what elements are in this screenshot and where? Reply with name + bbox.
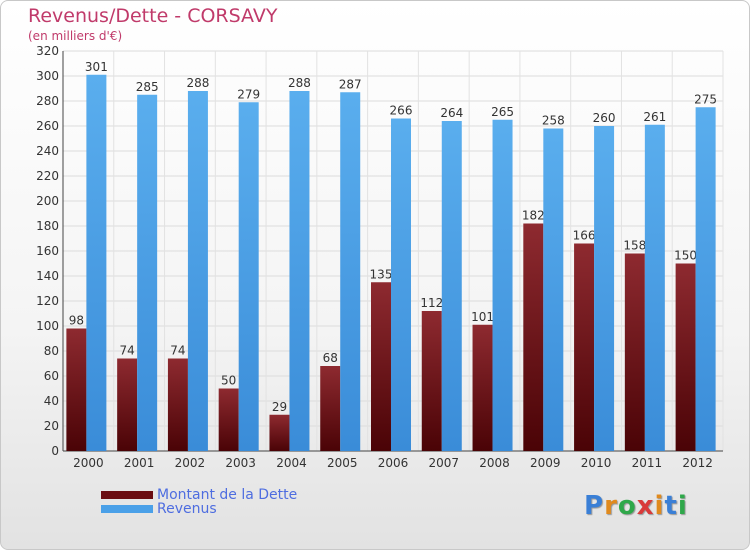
- data-label-dette: 135: [370, 267, 393, 281]
- bar-dette: [371, 282, 391, 451]
- data-label-revenus: 287: [339, 77, 362, 91]
- bar-revenus: [86, 74, 107, 451]
- y-tick-label: 80: [44, 344, 59, 358]
- data-label-revenus: 288: [288, 76, 311, 90]
- x-tick-label: 2007: [428, 456, 459, 470]
- data-label-dette: 150: [674, 249, 697, 263]
- proxiti-logo: Proxiti: [584, 491, 688, 521]
- x-tick-label: 2001: [124, 456, 155, 470]
- y-tick-label: 60: [44, 369, 59, 383]
- chart-title: Revenus/Dette - CORSAVY: [28, 5, 278, 27]
- y-tick-label: 240: [36, 144, 59, 158]
- data-label-dette: 98: [69, 314, 84, 328]
- bar-dette: [472, 324, 493, 451]
- data-label-dette: 101: [471, 310, 494, 324]
- chart-subtitle: (en milliers d'€): [28, 29, 123, 43]
- data-label-revenus: 264: [440, 106, 463, 120]
- bar-revenus: [492, 119, 513, 451]
- data-label-dette: 50: [221, 374, 236, 388]
- data-label-revenus: 266: [390, 104, 413, 118]
- data-label-dette: 158: [623, 239, 646, 253]
- y-tick-label: 0: [51, 444, 59, 458]
- bar-revenus: [695, 107, 716, 451]
- bar-dette: [66, 328, 87, 451]
- y-tick-label: 20: [44, 419, 59, 433]
- x-tick-label: 2002: [175, 456, 206, 470]
- bar-dette: [117, 358, 138, 451]
- x-tick-label: 2012: [682, 456, 713, 470]
- legend-swatch-dette: [101, 491, 153, 499]
- x-tick-label: 2004: [276, 456, 307, 470]
- data-label-revenus: 301: [85, 60, 108, 74]
- data-label-dette: 29: [272, 400, 287, 414]
- data-label-dette: 112: [420, 296, 443, 310]
- data-label-dette: 74: [170, 344, 185, 358]
- x-tick-label: 2000: [73, 456, 104, 470]
- x-tick-label: 2008: [479, 456, 510, 470]
- x-tick-label: 2006: [378, 456, 409, 470]
- data-label-revenus: 285: [136, 80, 159, 94]
- bar-dette: [421, 311, 442, 451]
- legend-label-revenus: Revenus: [157, 501, 217, 517]
- data-label-revenus: 288: [186, 76, 209, 90]
- bar-dette: [320, 366, 341, 451]
- legend-swatch-revenus: [101, 505, 153, 513]
- data-label-revenus: 275: [694, 92, 717, 106]
- x-tick-label: 2009: [530, 456, 561, 470]
- y-tick-label: 100: [36, 319, 59, 333]
- y-tick-label: 220: [36, 169, 59, 183]
- y-tick-label: 160: [36, 244, 59, 258]
- bar-revenus: [187, 91, 208, 451]
- y-tick-label: 120: [36, 294, 59, 308]
- bar-dette: [167, 358, 188, 451]
- bar-revenus: [238, 102, 259, 451]
- legend-item-revenus: Revenus: [101, 501, 217, 517]
- y-tick-label: 280: [36, 94, 59, 108]
- bar-revenus: [441, 121, 462, 451]
- data-label-dette: 182: [522, 209, 545, 223]
- bar-revenus: [340, 92, 361, 451]
- bar-dette: [624, 253, 645, 451]
- bar-revenus: [644, 124, 665, 451]
- x-tick-label: 2003: [225, 456, 256, 470]
- y-tick-label: 320: [36, 44, 59, 58]
- y-tick-label: 200: [36, 194, 59, 208]
- bar-dette: [523, 223, 544, 451]
- y-tick-label: 180: [36, 219, 59, 233]
- data-label-revenus: 258: [542, 114, 565, 128]
- bar-dette: [269, 414, 290, 451]
- data-label-dette: 68: [323, 351, 338, 365]
- data-label-revenus: 279: [237, 87, 260, 101]
- bar-revenus: [391, 118, 411, 451]
- x-tick-label: 2011: [632, 456, 663, 470]
- bar-revenus: [289, 91, 310, 451]
- data-label-revenus: 260: [593, 111, 616, 125]
- y-tick-label: 40: [44, 394, 59, 408]
- bar-revenus: [594, 126, 615, 451]
- bar-revenus: [137, 94, 158, 451]
- data-label-revenus: 265: [491, 105, 514, 119]
- y-tick-label: 300: [36, 69, 59, 83]
- bar-dette: [218, 388, 239, 451]
- data-label-revenus: 261: [643, 110, 666, 124]
- data-label-dette: 74: [120, 344, 135, 358]
- bar-dette: [574, 243, 595, 451]
- x-tick-label: 2010: [581, 456, 612, 470]
- y-tick-label: 140: [36, 269, 59, 283]
- bar-revenus: [543, 128, 564, 451]
- legend-item-dette: Montant de la Dette: [101, 487, 297, 503]
- data-label-dette: 166: [573, 229, 596, 243]
- legend-label-dette: Montant de la Dette: [157, 487, 298, 503]
- x-tick-label: 2005: [327, 456, 358, 470]
- y-tick-label: 260: [36, 119, 59, 133]
- bar-dette: [675, 263, 696, 451]
